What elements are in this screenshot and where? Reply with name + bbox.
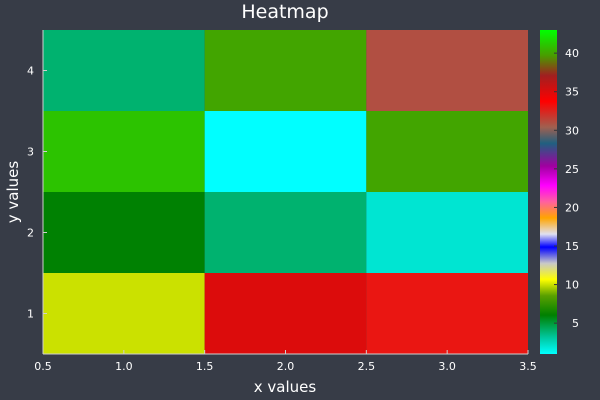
colorbar-tick-label: 20	[565, 201, 579, 214]
heatmap-cell-r1-c1	[43, 273, 205, 354]
x-axis-label: x values	[254, 378, 317, 396]
y-tick-label: 4	[27, 65, 34, 78]
y-tick-label: 1	[27, 308, 34, 321]
heatmap-cell-r2-c1	[43, 192, 205, 273]
heatmap-cell-r3-c2	[204, 111, 367, 192]
heatmap-cell-r2-c3	[366, 192, 528, 273]
heatmap-cell-r2-c2	[204, 192, 367, 273]
heatmap-cell-r4-c2	[204, 30, 367, 111]
y-tick-label: 2	[27, 227, 34, 240]
chart-title: Heatmap	[241, 1, 328, 23]
colorbar-tick-label: 40	[565, 47, 579, 60]
colorbar-ticks: 5 10 15 20 25 30 35 40	[554, 47, 579, 330]
colorbar-tick-label: 15	[565, 240, 579, 253]
x-tick-label: 2.0	[277, 360, 295, 373]
x-axis-ticks: 0.5 1.0 1.5 2.0 2.5 3.0 3.5	[34, 350, 537, 373]
colorbar-tick-label: 25	[565, 163, 579, 176]
heatmap-cell-r1-c3	[366, 273, 528, 354]
x-tick-label: 1.5	[196, 360, 214, 373]
x-tick-label: 1.0	[115, 360, 133, 373]
y-axis-ticks: 1 2 3 4	[27, 65, 47, 321]
x-tick-label: 3.0	[438, 360, 456, 373]
colorbar	[540, 30, 557, 354]
y-axis-label: y values	[4, 161, 22, 224]
heatmap-cell-r4-c1	[43, 30, 205, 111]
colorbar-tick-label: 10	[565, 279, 579, 292]
colorbar-tick-label: 30	[565, 124, 579, 137]
x-tick-label: 3.5	[519, 360, 537, 373]
y-tick-label: 3	[27, 146, 34, 159]
x-tick-label: 0.5	[34, 360, 52, 373]
heatmap-cells	[43, 30, 528, 354]
heatmap-cell-r4-c3	[366, 30, 528, 111]
heatmap-cell-r3-c1	[43, 111, 205, 192]
heatmap-cell-r3-c3	[366, 111, 528, 192]
colorbar-tick-label: 5	[572, 317, 579, 330]
colorbar-tick-label: 35	[565, 86, 579, 99]
heatmap-cell-r1-c2	[204, 273, 367, 354]
x-tick-label: 2.5	[358, 360, 376, 373]
